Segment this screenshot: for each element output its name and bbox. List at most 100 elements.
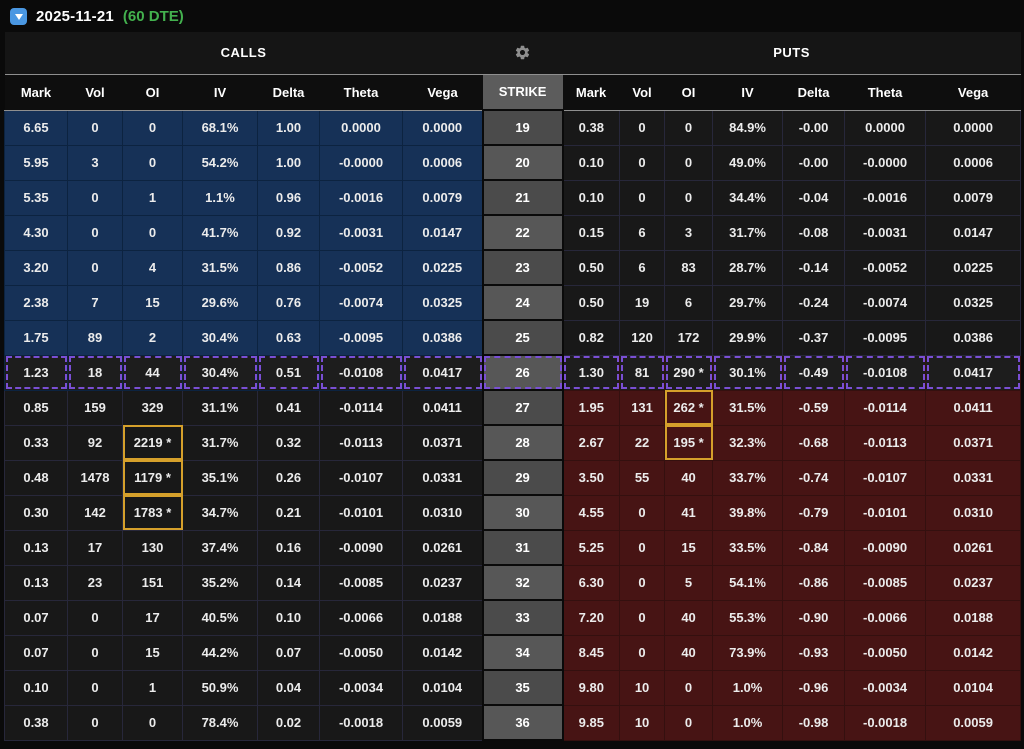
call-oi-cell[interactable]: 2: [122, 319, 183, 356]
call-mark-cell[interactable]: 0.30: [4, 494, 68, 531]
put-vol-cell[interactable]: 19: [619, 284, 666, 321]
call-delta-cell[interactable]: 0.41: [257, 389, 320, 426]
call-oi-cell[interactable]: 0: [122, 704, 183, 741]
call-vol-cell[interactable]: 0: [67, 669, 123, 706]
call-vega-cell[interactable]: 0.0000: [401, 109, 484, 146]
strike-cell[interactable]: 31: [481, 529, 564, 566]
put-delta-cell[interactable]: -0.96: [782, 669, 846, 706]
call-vega-cell[interactable]: 0.0237: [401, 564, 484, 601]
call-mark-cell[interactable]: 0.85: [4, 389, 68, 426]
put-theta-cell[interactable]: -0.0107: [844, 459, 927, 496]
put-theta-cell[interactable]: -0.0090: [844, 529, 927, 566]
call-oi-cell[interactable]: 15: [122, 634, 183, 671]
call-delta-cell[interactable]: 0.26: [257, 459, 320, 496]
call-mark-cell[interactable]: 0.13: [4, 529, 68, 566]
call-vega-cell[interactable]: 0.0059: [401, 704, 484, 741]
call-vol-cell[interactable]: 1478: [67, 459, 123, 496]
call-theta-cell[interactable]: -0.0101: [319, 494, 403, 531]
call-vol-cell[interactable]: 23: [67, 564, 123, 601]
put-delta-cell[interactable]: -0.49: [782, 354, 846, 391]
put-vol-cell[interactable]: 0: [619, 144, 666, 181]
put-mark-cell[interactable]: 5.25: [562, 529, 621, 566]
put-delta-cell[interactable]: -0.00: [782, 109, 846, 146]
put-iv-cell[interactable]: 1.0%: [712, 704, 784, 741]
chain-settings-button[interactable]: [482, 32, 563, 74]
put-theta-cell[interactable]: -0.0052: [844, 249, 927, 286]
call-vol-cell[interactable]: 3: [67, 144, 123, 181]
put-vega-cell[interactable]: 0.0006: [925, 144, 1022, 181]
put-mark-cell[interactable]: 0.38: [562, 109, 621, 146]
put-theta-cell[interactable]: -0.0085: [844, 564, 927, 601]
call-theta-cell[interactable]: -0.0031: [319, 214, 403, 251]
strike-cell[interactable]: 24: [481, 284, 564, 321]
put-iv-cell[interactable]: 31.5%: [712, 389, 784, 426]
put-vol-cell[interactable]: 55: [619, 459, 666, 496]
call-vega-cell[interactable]: 0.0331: [401, 459, 484, 496]
put-delta-cell[interactable]: -0.08: [782, 214, 846, 251]
put-mark-cell[interactable]: 0.50: [562, 249, 621, 286]
put-oi-cell[interactable]: 0: [664, 669, 714, 706]
call-iv-cell[interactable]: 35.2%: [182, 564, 258, 601]
strike-cell[interactable]: 34: [481, 634, 564, 671]
strike-cell[interactable]: 28: [481, 424, 564, 461]
call-oi-cell[interactable]: 15: [122, 284, 183, 321]
call-mark-cell[interactable]: 5.95: [4, 144, 68, 181]
put-vega-cell[interactable]: 0.0331: [925, 459, 1022, 496]
call-vol-cell[interactable]: 0: [67, 634, 123, 671]
call-theta-cell[interactable]: -0.0114: [319, 389, 403, 426]
call-delta-cell[interactable]: 1.00: [257, 109, 320, 146]
call-oi-cell[interactable]: 1: [122, 179, 183, 216]
call-delta-cell[interactable]: 0.10: [257, 599, 320, 636]
call-iv-cell[interactable]: 35.1%: [182, 459, 258, 496]
put-vol-cell[interactable]: 6: [619, 249, 666, 286]
call-iv-cell[interactable]: 68.1%: [182, 109, 258, 146]
strike-cell[interactable]: 21: [481, 179, 564, 216]
put-mark-cell[interactable]: 0.15: [562, 214, 621, 251]
call-delta-cell[interactable]: 0.96: [257, 179, 320, 216]
call-vol-cell[interactable]: 17: [67, 529, 123, 566]
put-theta-cell[interactable]: -0.0031: [844, 214, 927, 251]
put-delta-cell[interactable]: -0.59: [782, 389, 846, 426]
put-mark-cell[interactable]: 9.80: [562, 669, 621, 706]
call-oi-cell[interactable]: 0: [122, 109, 183, 146]
call-theta-cell[interactable]: -0.0050: [319, 634, 403, 671]
put-oi-cell[interactable]: 3: [664, 214, 714, 251]
call-iv-cell[interactable]: 41.7%: [182, 214, 258, 251]
put-oi-cell[interactable]: 172: [664, 319, 714, 356]
put-oi-cell[interactable]: 290 *: [664, 354, 714, 391]
call-theta-cell[interactable]: -0.0074: [319, 284, 403, 321]
put-vega-cell[interactable]: 0.0325: [925, 284, 1022, 321]
put-delta-cell[interactable]: -0.90: [782, 599, 846, 636]
call-vega-cell[interactable]: 0.0310: [401, 494, 484, 531]
put-mark-cell[interactable]: 8.45: [562, 634, 621, 671]
call-mark-cell[interactable]: 0.48: [4, 459, 68, 496]
call-oi-cell[interactable]: 0: [122, 214, 183, 251]
put-iv-cell[interactable]: 29.7%: [712, 284, 784, 321]
put-delta-cell[interactable]: -0.24: [782, 284, 846, 321]
call-mark-cell[interactable]: 6.65: [4, 109, 68, 146]
call-delta-cell[interactable]: 0.76: [257, 284, 320, 321]
call-vega-cell[interactable]: 0.0147: [401, 214, 484, 251]
call-theta-cell[interactable]: -0.0052: [319, 249, 403, 286]
put-delta-cell[interactable]: -0.86: [782, 564, 846, 601]
put-mark-cell[interactable]: 0.10: [562, 179, 621, 216]
strike-cell[interactable]: 26: [481, 354, 564, 391]
put-oi-cell[interactable]: 83: [664, 249, 714, 286]
put-vega-cell[interactable]: 0.0371: [925, 424, 1022, 461]
put-vol-cell[interactable]: 131: [619, 389, 666, 426]
call-vega-cell[interactable]: 0.0386: [401, 319, 484, 356]
put-vega-cell[interactable]: 0.0411: [925, 389, 1022, 426]
call-vega-cell[interactable]: 0.0079: [401, 179, 484, 216]
put-oi-cell[interactable]: 195 *: [664, 424, 714, 461]
put-vol-cell[interactable]: 0: [619, 634, 666, 671]
put-vega-cell[interactable]: 0.0237: [925, 564, 1022, 601]
put-theta-cell[interactable]: -0.0101: [844, 494, 927, 531]
call-oi-cell[interactable]: 329: [122, 389, 183, 426]
put-mark-cell[interactable]: 4.55: [562, 494, 621, 531]
put-iv-cell[interactable]: 32.3%: [712, 424, 784, 461]
call-vol-cell[interactable]: 7: [67, 284, 123, 321]
strike-cell[interactable]: 33: [481, 599, 564, 636]
call-mark-cell[interactable]: 0.38: [4, 704, 68, 741]
call-mark-cell[interactable]: 0.10: [4, 669, 68, 706]
put-vega-cell[interactable]: 0.0000: [925, 109, 1022, 146]
